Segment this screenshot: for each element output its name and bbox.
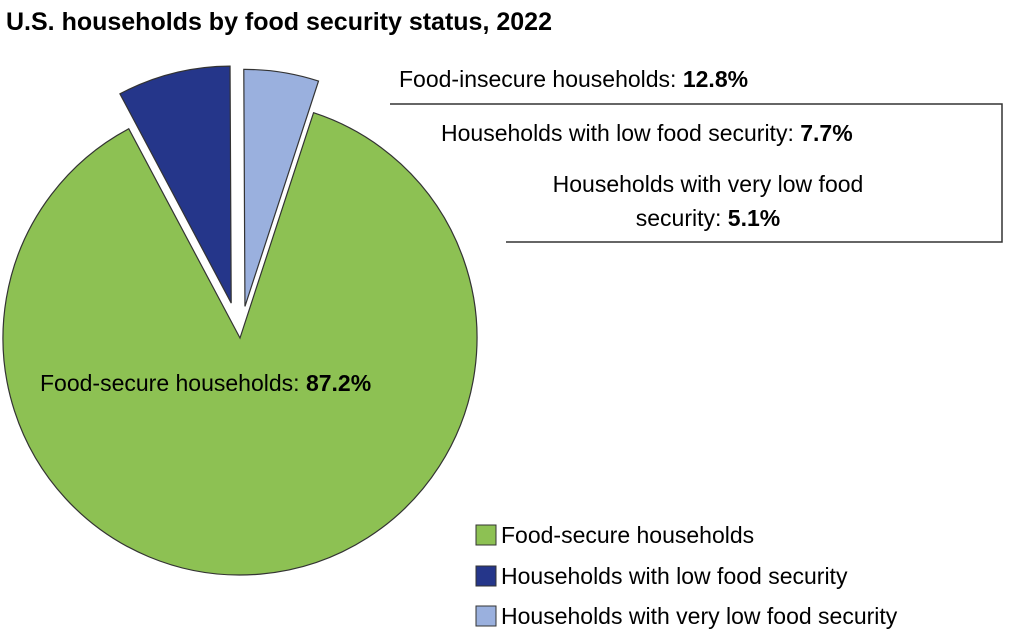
legend-swatch-food-secure xyxy=(475,524,497,546)
label-low-food-security: Households with low food security: 7.7% xyxy=(441,120,853,146)
slice-low-food-security xyxy=(119,65,232,304)
legend-swatch-low-food-security xyxy=(475,565,497,587)
callout-box xyxy=(390,103,1003,243)
legend-label-low-food-security: Households with low food security xyxy=(501,563,848,589)
label-very-low-line1: Households with very low food xyxy=(553,171,864,197)
pie-slices xyxy=(2,65,478,576)
chart-title: U.S. households by food security status,… xyxy=(6,8,552,36)
label-food-secure: Food-secure households: 87.2% xyxy=(40,370,371,396)
slice-food-secure xyxy=(2,111,478,576)
label-food-insecure: Food-insecure households: 12.8% xyxy=(399,66,748,92)
slice-very-low-food-security xyxy=(243,68,320,307)
legend-label-very-low-food-security: Households with very low food security xyxy=(501,603,898,629)
legend: Food-secure households Households with l… xyxy=(475,522,898,629)
legend-label-food-secure: Food-secure households xyxy=(501,522,754,548)
label-very-low-line2: security: 5.1% xyxy=(636,205,780,231)
legend-swatch-very-low-food-security xyxy=(475,605,497,627)
